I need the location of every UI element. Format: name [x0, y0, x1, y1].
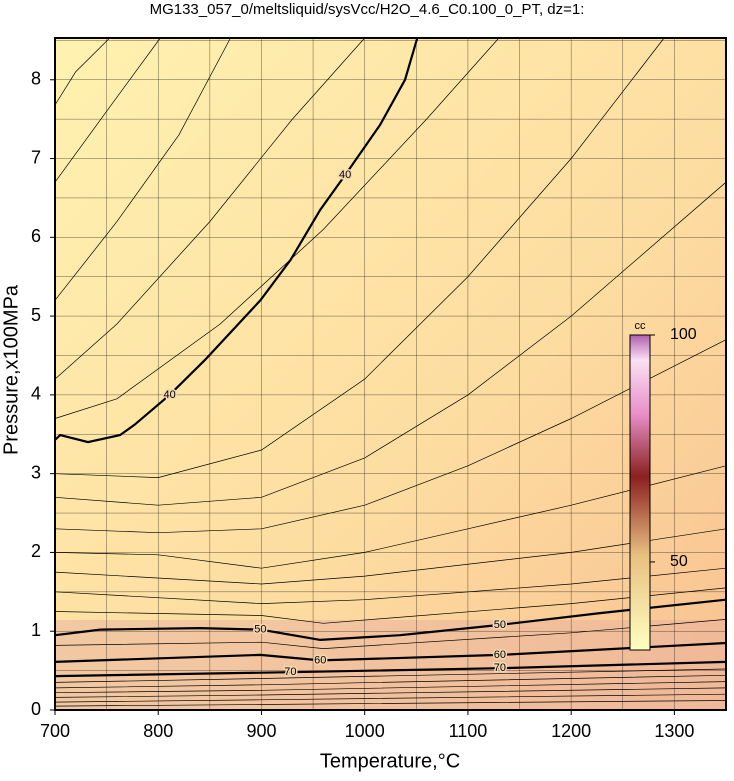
y-axis-label: Pressure,x100MPa [0, 284, 22, 455]
contour-line [54, 37, 665, 478]
contour-line [54, 700, 727, 707]
x-tick-label: 1300 [654, 721, 694, 741]
contour-line [54, 37, 365, 380]
contour-line [54, 181, 727, 506]
contour-label: 50 [254, 624, 266, 636]
y-tick-label: 2 [31, 541, 41, 561]
x-tick-label: 1200 [551, 721, 591, 741]
contour-line [54, 619, 727, 649]
contour-label: 40 [339, 169, 351, 181]
y-tick-label: 1 [31, 620, 41, 640]
y-tick-label: 0 [31, 699, 41, 719]
contour-line [54, 641, 727, 663]
y-tick-label: 3 [31, 462, 41, 482]
y-tick-label: 7 [31, 147, 41, 167]
x-tick-label: 800 [143, 721, 173, 741]
contour-line [54, 687, 727, 698]
contour-line [54, 567, 727, 604]
contour-line [54, 37, 231, 301]
contour-label: 40 [163, 389, 175, 401]
contour-line [54, 339, 727, 534]
contour-line [54, 37, 419, 444]
contour-label: 60 [494, 649, 506, 661]
contour-label: 60 [314, 654, 326, 666]
contour-line [54, 674, 727, 689]
contour-label: 50 [494, 619, 506, 631]
chart-title: MG133_057_0/meltsliquid/sysVcc/H2O_4.6_C… [150, 1, 585, 18]
contour-line [54, 37, 500, 419]
y-tick-label: 6 [31, 226, 41, 246]
contour-label: 70 [284, 666, 296, 678]
y-tick-label: 5 [31, 305, 41, 325]
contour-label: 70 [494, 662, 506, 674]
colorbar-title: cc [635, 320, 647, 332]
x-axis-label: Temperature,°C [320, 750, 460, 772]
contour-line [54, 598, 727, 642]
x-tick-label: 700 [40, 721, 70, 741]
contour-line [54, 693, 727, 703]
contour-line [54, 668, 727, 683]
contour-line [54, 465, 727, 569]
contour-line [54, 528, 727, 585]
x-tick-label: 1000 [345, 721, 385, 741]
plot-frame [54, 37, 727, 711]
y-tick-label: 8 [31, 69, 41, 89]
y-tick-label: 4 [31, 384, 41, 404]
plot-background [55, 38, 726, 710]
colorbar-tick-label: 100 [670, 326, 697, 343]
contour-line [54, 660, 727, 678]
x-tick-label: 1100 [449, 721, 488, 741]
contour-line [54, 37, 110, 106]
colorbar-tick-label: 50 [670, 553, 688, 570]
colorbar [629, 334, 651, 651]
contour-line [54, 37, 161, 183]
contour-line [54, 587, 727, 624]
x-tick-label: 900 [246, 721, 276, 741]
contour-line [54, 681, 727, 694]
